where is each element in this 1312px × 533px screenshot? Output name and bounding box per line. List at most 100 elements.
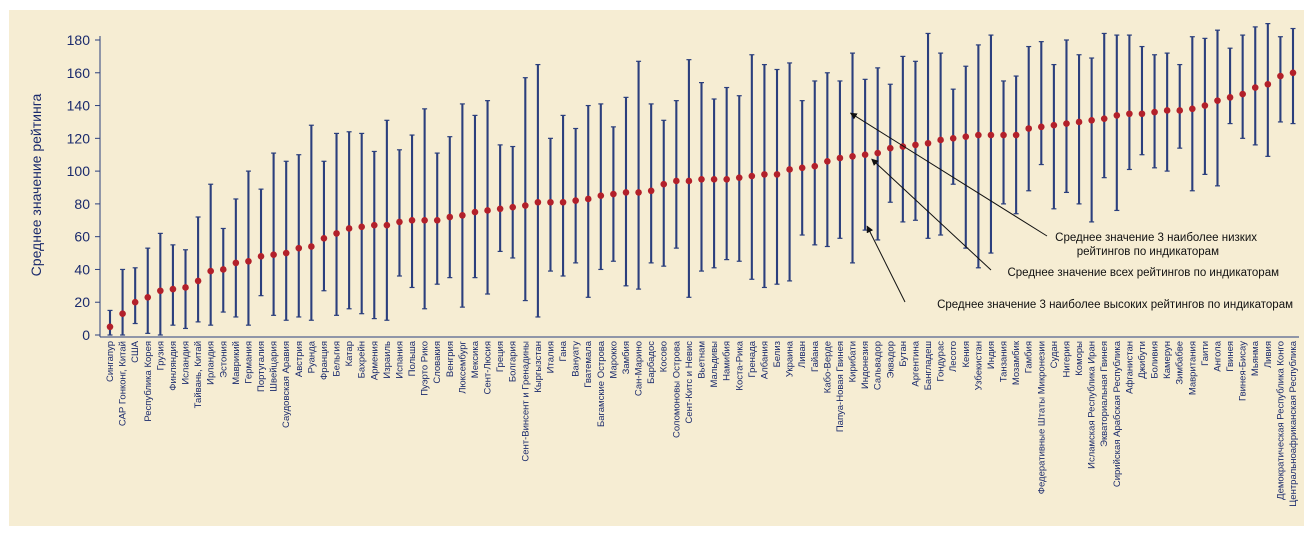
x-category-label: Пуэрто Рико [420,341,431,396]
mean-marker [798,164,806,172]
x-axis: Сингапур САР Гонконг, Китай США Республика … [100,336,1299,507]
mean-marker [383,221,391,229]
y-tick-label: 100 [67,163,91,179]
annotation-arrow-low [849,112,1048,237]
mean-marker [534,198,542,206]
annotation-high-ratings: Среднее значение 3 наиболее высоких рейт… [937,299,1293,311]
x-category-label: Танзания [999,341,1010,382]
x-category-label: Болгария [508,341,519,382]
x-category-label: Грузия [155,341,166,370]
x-category-label: Лесото [948,341,959,372]
mean-marker [1239,90,1246,98]
annotations-layer: Среднее значение 3 наиболее низких рейтин… [849,112,1293,311]
y-tick-label: 60 [74,229,90,245]
mean-marker [647,187,655,195]
chart-panel: 0 20 40 60 80 100 120 140 160 180 Сингапур САР Гон… [9,10,1304,526]
mean-marker [232,259,240,267]
mean-marker [811,162,819,170]
x-category-label: Армения [369,341,380,380]
x-category-label: Папуа-Новая Гвинея [835,341,846,432]
x-category-label: Мексика [470,340,481,378]
x-category-label: Багамские Острова [596,340,607,427]
mean-marker [1113,112,1121,119]
x-category-label: Гаити [1200,341,1211,366]
mean-marker [245,257,252,265]
mean-marker [370,221,378,229]
mean-marker [773,171,781,178]
annotation-arrow-high [866,225,906,303]
x-category-label: Ливан [797,341,808,368]
x-category-label: США [130,340,141,363]
x-category-label: Боливия [1150,341,1161,379]
mean-marker [1151,108,1158,116]
x-category-label: Гренада [747,340,758,377]
mean-marker [1012,131,1020,139]
mean-marker [333,230,340,237]
mean-marker [484,207,491,214]
mean-marker [194,277,202,285]
y-tick-label: 40 [74,261,90,277]
x-category-label: Гондурас [936,341,947,382]
mean-marker [748,172,756,180]
mean-marker [660,180,668,188]
y-tick-label: 120 [67,130,91,146]
mean-marker [282,249,290,257]
x-category-label: Гвинея-Бисау [1238,341,1249,401]
mean-marker [1025,125,1033,132]
x-category-label: Гайана [810,340,821,372]
x-category-label: Исландия [181,341,192,385]
mean-marker [836,154,844,162]
mean-marker [257,253,265,260]
x-category-label: Кирибати [848,341,859,382]
mean-marker [1000,131,1007,139]
x-category-label: Кения [961,341,972,368]
mean-marker [496,205,504,213]
x-category-label: Бангладеш [923,341,934,390]
x-category-label: Бельгия [332,341,343,377]
x-category-label: Финляндия [168,341,179,391]
x-category-label: Вануату [571,341,582,377]
x-category-label: Узбекистан [973,341,984,390]
mean-marker [1201,102,1209,109]
mean-marker [182,284,189,291]
x-category-label: Марокко [608,341,619,379]
x-category-label: Афганистан [1124,341,1135,394]
x-category-label: Кабо-Верде [822,341,833,393]
mean-marker [698,176,705,183]
mean-marker [786,166,793,173]
x-category-label: Ангола [1212,340,1223,371]
mean-marker [459,212,466,219]
x-category-label: Гватемала [583,340,594,388]
mean-marker [874,149,881,157]
mean-marker [1176,107,1184,114]
x-category-label: Тайвань, Китай [193,341,204,408]
mean-marker [1126,110,1133,118]
x-category-label: Белиз [772,341,783,367]
x-category-label: Португалия [256,341,267,392]
y-tick-label: 160 [67,65,91,81]
x-category-label: Мьянма [1250,340,1261,376]
x-category-label: Сирийская Арабская Республика [1112,340,1123,487]
x-category-label: Намибия [722,341,733,381]
x-category-label: САР Гонконг, Китай [118,341,129,426]
mean-marker [1050,121,1058,129]
x-category-label: Маврикий [231,341,242,385]
x-category-label: Индонезия [860,341,871,389]
mean-marker [710,176,718,183]
mean-marker [559,198,567,206]
y-tick-label: 140 [67,98,91,114]
annotation-all-ratings: Среднее значение всех рейтингов по индик… [1007,267,1279,279]
x-category-label: Швейцария [269,341,280,392]
x-category-label: Сальвадор [873,341,884,390]
mean-marker [308,243,315,250]
mean-marker [572,197,579,204]
y-tick-label: 0 [82,327,90,343]
mean-marker [1264,80,1272,88]
x-category-label: Эквадор [885,341,896,378]
mean-marker [723,176,730,183]
mean-marker [1289,69,1297,77]
x-category-label: Коста-Рика [734,340,745,390]
x-category-label: Индия [986,341,997,369]
x-category-label: Бутан [898,341,909,367]
x-category-label: Гвинея [1225,341,1236,372]
